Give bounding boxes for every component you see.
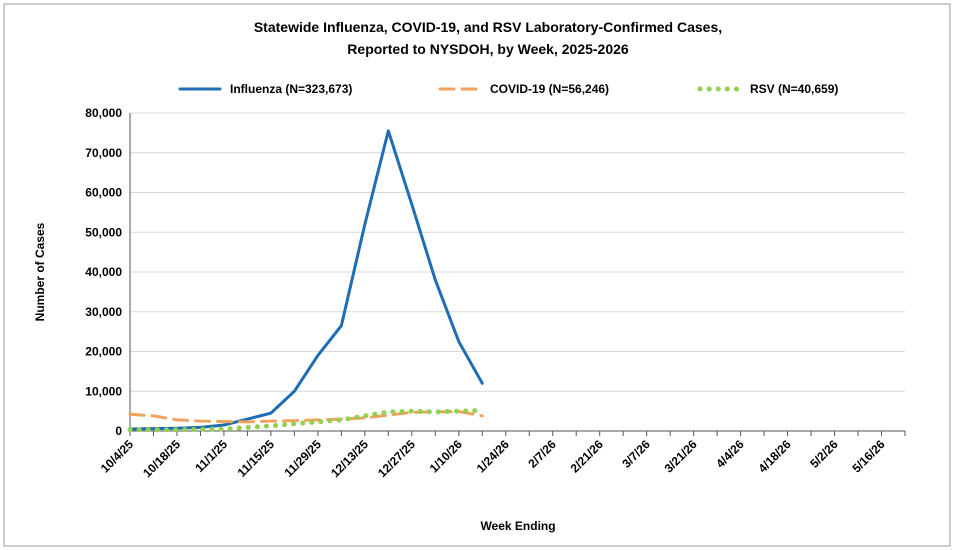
x-axis-label: Week Ending [480, 519, 555, 533]
y-tick-label: 60,000 [85, 186, 122, 200]
legend-label: RSV (N=40,659) [750, 82, 838, 96]
series-line [128, 129, 484, 431]
series-line [128, 410, 484, 424]
chart-subtitle: Reported to NYSDOH, by Week, 2025-2026 [347, 41, 629, 57]
chart-title: Statewide Influenza, COVID-19, and RSV L… [254, 19, 722, 35]
legend-label: COVID-19 (N=56,246) [490, 82, 609, 96]
y-tick-label: 80,000 [85, 106, 122, 120]
y-tick-label: 10,000 [85, 384, 122, 398]
y-tick-label: 70,000 [85, 146, 122, 160]
y-tick-label: 40,000 [85, 265, 122, 279]
y-tick-label: 0 [115, 424, 122, 438]
y-tick-label: 50,000 [85, 225, 122, 239]
legend-label: Influenza (N=323,673) [230, 82, 352, 96]
chart-frame [3, 3, 951, 547]
y-tick-label: 20,000 [85, 345, 122, 359]
y-tick-label: 30,000 [85, 305, 122, 319]
y-axis-label: Number of Cases [33, 222, 47, 321]
